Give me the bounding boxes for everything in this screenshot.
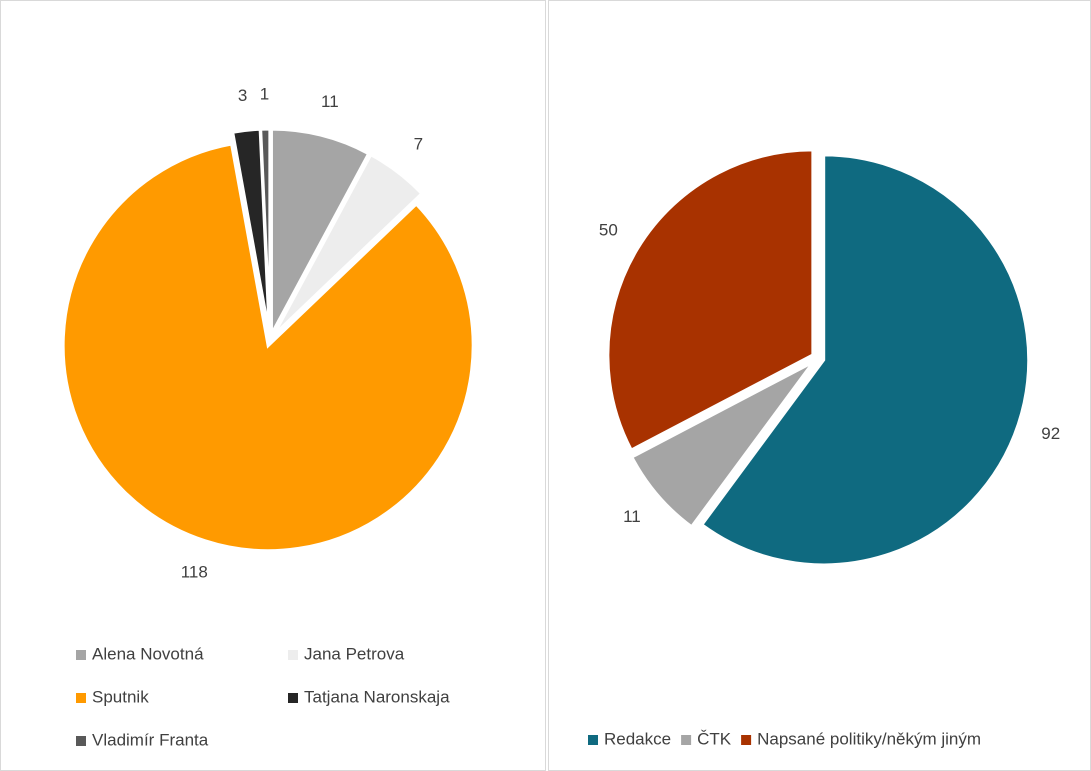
data-label: 11 bbox=[623, 507, 641, 526]
pie-slice bbox=[61, 142, 475, 553]
data-label: 92 bbox=[1041, 424, 1060, 443]
legend-swatch bbox=[76, 693, 86, 703]
legend-label: ČTK bbox=[697, 729, 732, 748]
legend-swatch bbox=[288, 650, 298, 660]
legend-label: Napsané politiky/někým jiným bbox=[757, 729, 981, 748]
data-label: 11 bbox=[321, 92, 339, 111]
pie-slice bbox=[629, 360, 815, 529]
legend-label: Alena Novotná bbox=[92, 644, 204, 663]
data-label: 1 bbox=[260, 85, 269, 104]
legend-swatch bbox=[588, 735, 598, 745]
legend-swatch bbox=[76, 736, 86, 746]
legend-swatch bbox=[681, 735, 692, 745]
data-label: 7 bbox=[414, 135, 423, 154]
legend-label: Tatjana Naronskaja bbox=[304, 687, 450, 706]
legend-label: Jana Petrova bbox=[304, 644, 405, 663]
legend-swatch bbox=[288, 693, 298, 703]
legend-label: Redakce bbox=[604, 729, 671, 748]
pie-slice bbox=[259, 127, 272, 335]
data-label: 50 bbox=[599, 221, 618, 240]
legend-label: Vladimír Franta bbox=[92, 730, 209, 749]
data-label: 3 bbox=[238, 86, 247, 105]
legend-swatch bbox=[76, 650, 86, 660]
pie-slice bbox=[272, 152, 424, 337]
legend-swatch bbox=[741, 735, 752, 745]
legend-label: Sputnik bbox=[92, 687, 149, 706]
pie-slice bbox=[606, 148, 815, 453]
pie-slice bbox=[269, 127, 371, 335]
data-label: 118 bbox=[181, 562, 208, 581]
pie-slice bbox=[699, 153, 1031, 567]
